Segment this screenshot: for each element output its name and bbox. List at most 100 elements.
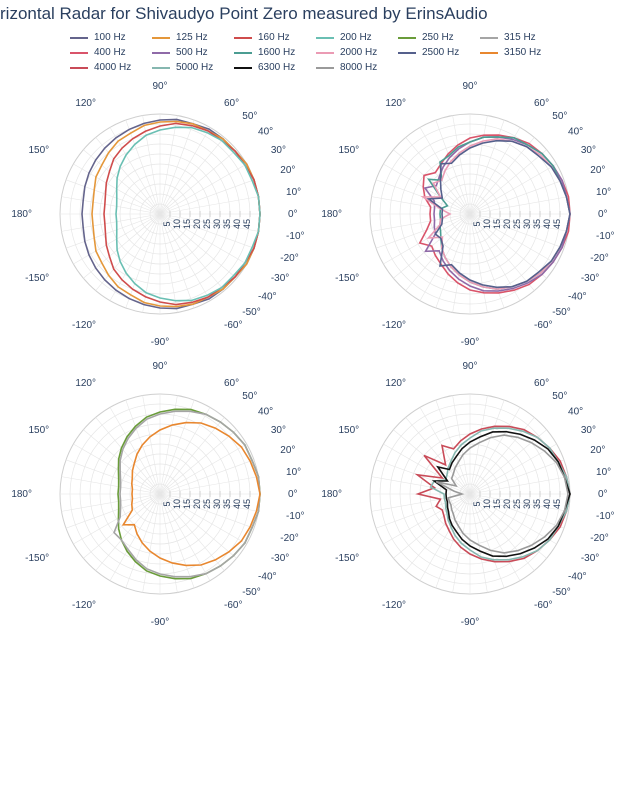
- svg-text:50°: 50°: [242, 111, 257, 122]
- svg-text:-20°: -20°: [590, 253, 608, 264]
- svg-text:40: 40: [542, 219, 552, 229]
- legend-item[interactable]: 6300 Hz: [234, 62, 316, 73]
- svg-text:-60°: -60°: [534, 320, 552, 331]
- svg-text:-60°: -60°: [534, 600, 552, 611]
- svg-text:40°: 40°: [568, 127, 583, 138]
- svg-text:15: 15: [182, 219, 192, 229]
- svg-text:180°: 180°: [11, 209, 32, 220]
- svg-text:50°: 50°: [552, 111, 567, 122]
- legend-item[interactable]: 100 Hz: [70, 32, 152, 43]
- svg-text:30: 30: [212, 499, 222, 509]
- svg-text:180°: 180°: [321, 489, 342, 500]
- svg-text:35: 35: [222, 219, 232, 229]
- legend-item[interactable]: 500 Hz: [152, 47, 234, 58]
- svg-text:-120°: -120°: [72, 320, 96, 331]
- svg-text:150°: 150°: [338, 145, 359, 156]
- legend-item[interactable]: 2500 Hz: [398, 47, 480, 58]
- svg-text:40: 40: [542, 499, 552, 509]
- svg-text:20: 20: [502, 499, 512, 509]
- legend-swatch: [234, 67, 252, 69]
- svg-text:-20°: -20°: [590, 533, 608, 544]
- legend-swatch: [234, 37, 252, 39]
- legend-swatch: [316, 67, 334, 69]
- svg-text:30°: 30°: [581, 425, 596, 436]
- svg-text:25: 25: [202, 219, 212, 229]
- legend-swatch: [480, 37, 498, 39]
- svg-text:10: 10: [172, 499, 182, 509]
- svg-text:150°: 150°: [28, 425, 49, 436]
- svg-text:-60°: -60°: [224, 320, 242, 331]
- svg-text:20°: 20°: [590, 165, 605, 176]
- svg-text:-30°: -30°: [581, 273, 599, 284]
- svg-text:-90°: -90°: [151, 337, 169, 348]
- polar-panel: 0°10°20°30°40°50°60°90°120°150°180°-150°…: [310, 359, 620, 639]
- legend-swatch: [152, 67, 170, 69]
- legend-label: 2500 Hz: [422, 47, 459, 58]
- svg-text:-30°: -30°: [581, 553, 599, 564]
- legend-swatch: [70, 37, 88, 39]
- svg-text:10: 10: [172, 219, 182, 229]
- svg-text:90°: 90°: [152, 361, 167, 372]
- legend-swatch: [234, 52, 252, 54]
- svg-text:5: 5: [472, 221, 482, 226]
- svg-text:45: 45: [552, 219, 562, 229]
- legend-item[interactable]: 4000 Hz: [70, 62, 152, 73]
- legend-label: 6300 Hz: [258, 62, 295, 73]
- svg-text:15: 15: [492, 219, 502, 229]
- polar-panel: 0°10°20°30°40°50°60°90°120°150°180°-150°…: [0, 359, 310, 639]
- legend-item[interactable]: 2000 Hz: [316, 47, 398, 58]
- svg-text:-50°: -50°: [552, 307, 570, 318]
- svg-text:-40°: -40°: [258, 571, 276, 582]
- legend-item[interactable]: 8000 Hz: [316, 62, 398, 73]
- svg-text:-50°: -50°: [552, 587, 570, 598]
- svg-text:-20°: -20°: [280, 533, 298, 544]
- legend-label: 8000 Hz: [340, 62, 377, 73]
- svg-text:30°: 30°: [581, 145, 596, 156]
- svg-text:-90°: -90°: [461, 337, 479, 348]
- legend-item[interactable]: 3150 Hz: [480, 47, 562, 58]
- svg-text:0°: 0°: [598, 489, 608, 500]
- svg-text:25: 25: [512, 219, 522, 229]
- legend-label: 2000 Hz: [340, 47, 377, 58]
- svg-text:-40°: -40°: [568, 291, 586, 302]
- legend-item[interactable]: 200 Hz: [316, 32, 398, 43]
- svg-text:30°: 30°: [271, 425, 286, 436]
- legend-item[interactable]: 250 Hz: [398, 32, 480, 43]
- svg-text:0°: 0°: [288, 489, 298, 500]
- legend-label: 500 Hz: [176, 47, 208, 58]
- legend-item[interactable]: 1600 Hz: [234, 47, 316, 58]
- svg-text:-120°: -120°: [72, 600, 96, 611]
- page-title: rizontal Radar for Shivaudyo Point Zero …: [0, 0, 640, 24]
- svg-text:-150°: -150°: [335, 273, 359, 284]
- svg-text:-30°: -30°: [271, 553, 289, 564]
- svg-text:20: 20: [192, 219, 202, 229]
- legend-item[interactable]: 125 Hz: [152, 32, 234, 43]
- legend-item[interactable]: 5000 Hz: [152, 62, 234, 73]
- legend-item[interactable]: 315 Hz: [480, 32, 562, 43]
- legend-label: 400 Hz: [94, 47, 126, 58]
- svg-text:-10°: -10°: [286, 511, 304, 522]
- legend-label: 3150 Hz: [504, 47, 541, 58]
- svg-text:120°: 120°: [75, 98, 96, 109]
- svg-text:180°: 180°: [11, 489, 32, 500]
- svg-text:0°: 0°: [598, 209, 608, 220]
- svg-text:10°: 10°: [596, 467, 611, 478]
- svg-text:20: 20: [502, 219, 512, 229]
- svg-text:-150°: -150°: [25, 273, 49, 284]
- svg-text:45: 45: [242, 219, 252, 229]
- legend: 100 Hz125 Hz 160 Hz 200 Hz 250 Hz 315 Hz 400 …: [0, 24, 640, 79]
- legend-swatch: [70, 67, 88, 69]
- legend-label: 160 Hz: [258, 32, 290, 43]
- svg-text:40°: 40°: [258, 127, 273, 138]
- legend-label: 250 Hz: [422, 32, 454, 43]
- legend-item[interactable]: 400 Hz: [70, 47, 152, 58]
- svg-text:120°: 120°: [385, 378, 406, 389]
- legend-item[interactable]: 160 Hz: [234, 32, 316, 43]
- svg-text:45: 45: [552, 499, 562, 509]
- svg-text:-10°: -10°: [596, 511, 614, 522]
- svg-text:150°: 150°: [338, 425, 359, 436]
- svg-text:40: 40: [232, 499, 242, 509]
- legend-label: 1600 Hz: [258, 47, 295, 58]
- svg-text:120°: 120°: [75, 378, 96, 389]
- svg-text:90°: 90°: [152, 81, 167, 92]
